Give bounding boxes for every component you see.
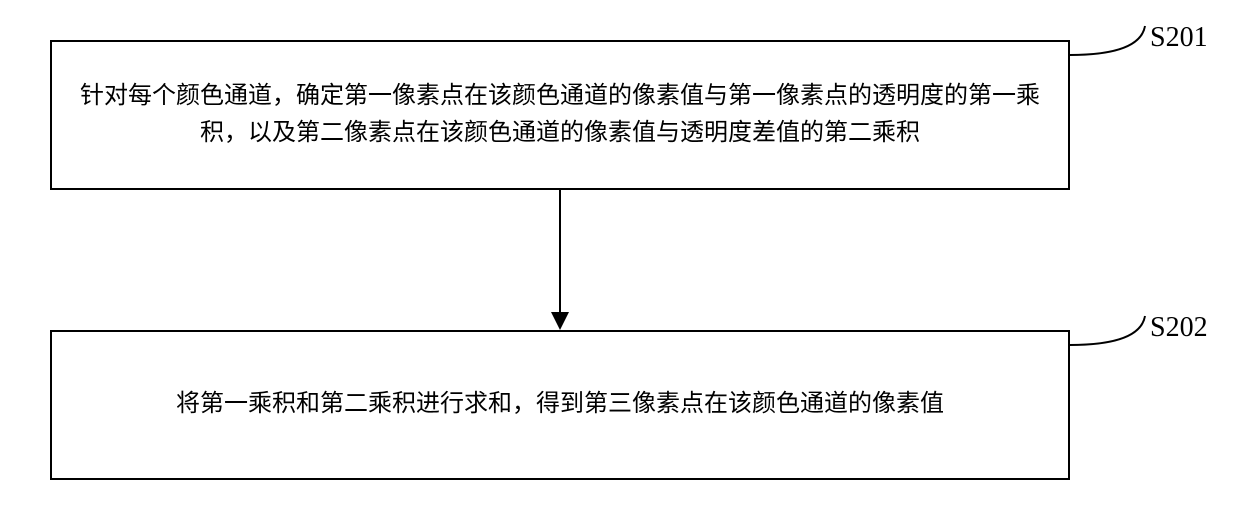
edge-s201-s202 [0, 0, 1239, 514]
flowchart-container: 针对每个颜色通道，确定第一像素点在该颜色通道的像素值与第一像素点的透明度的第一乘… [0, 0, 1239, 514]
